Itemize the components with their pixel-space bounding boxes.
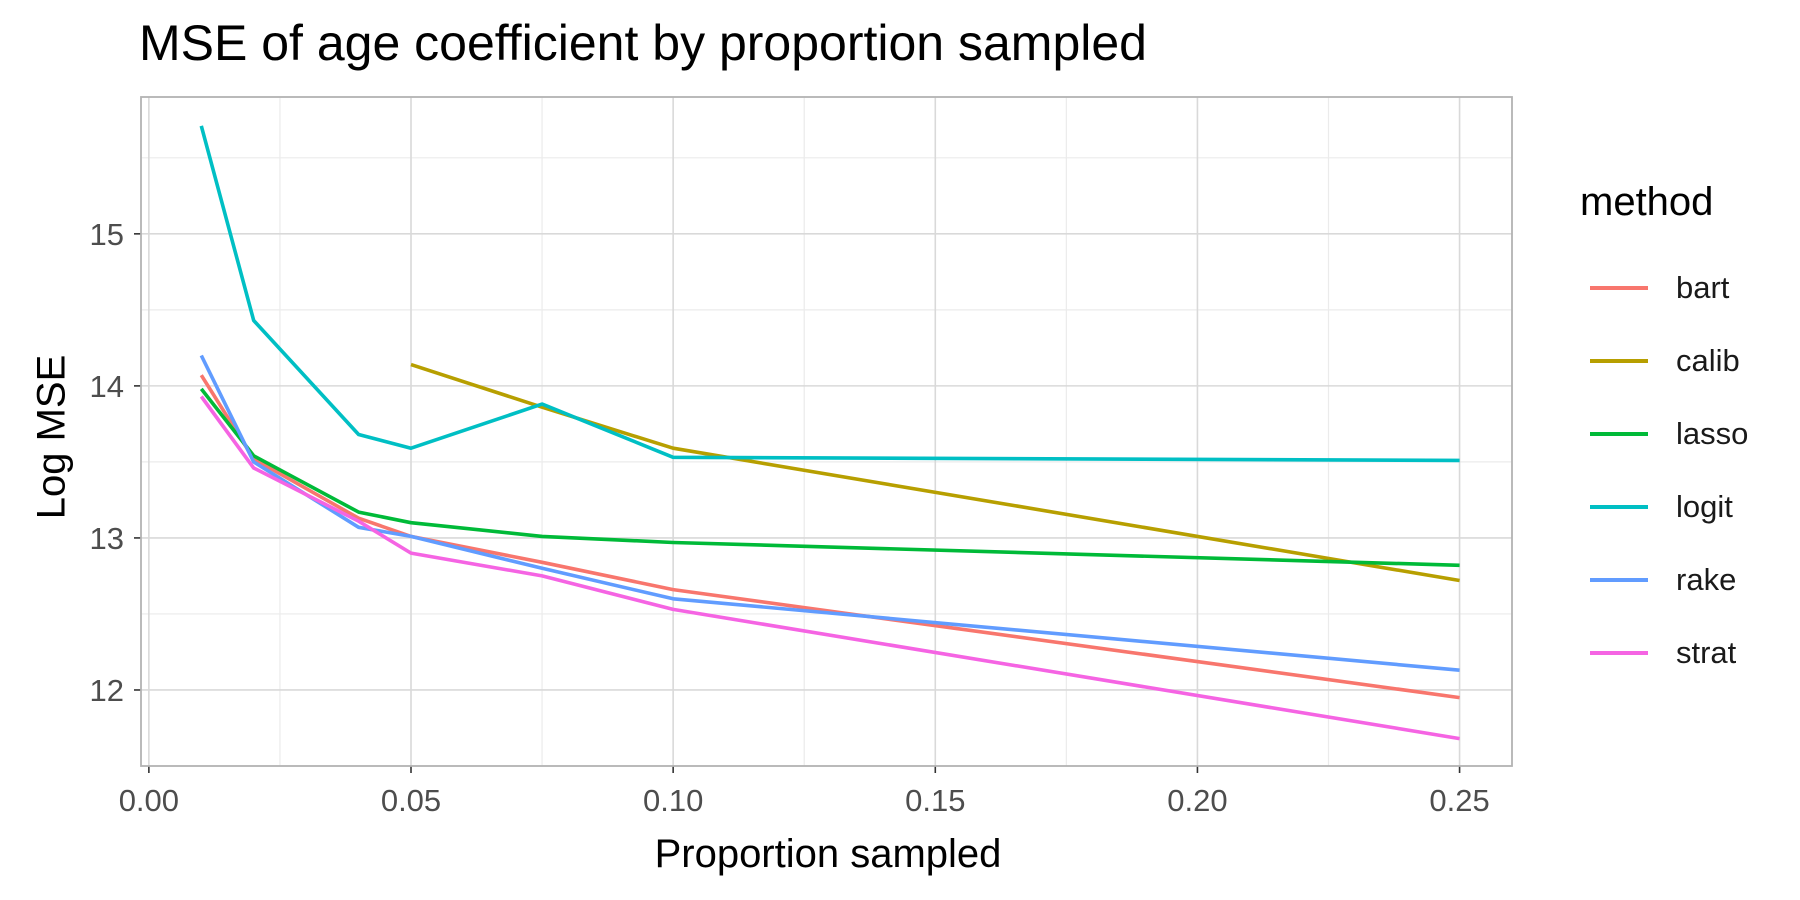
legend-key-calib xyxy=(1590,358,1648,363)
chart-title: MSE of age coefficient by proportion sam… xyxy=(139,15,1147,71)
y-tick-label: 15 xyxy=(90,217,124,252)
legend-item-lasso: lasso xyxy=(1580,397,1748,470)
legend-item-strat: strat xyxy=(1580,616,1748,689)
panel-border xyxy=(140,96,1513,767)
y-axis-label: Log MSE xyxy=(29,354,74,520)
legend-label-logit: logit xyxy=(1676,488,1733,524)
legend-label-calib: calib xyxy=(1676,342,1740,378)
legend-key-rake xyxy=(1590,577,1648,582)
legend-title: method xyxy=(1580,180,1714,224)
legend-item-logit: logit xyxy=(1580,470,1748,543)
y-tick-label: 12 xyxy=(90,673,124,708)
legend-label-rake: rake xyxy=(1676,561,1737,597)
series-line-bart xyxy=(199,374,1460,700)
legend-key-strat xyxy=(1590,650,1648,655)
x-tick-label: 0.00 xyxy=(119,783,179,818)
legend-key-bart xyxy=(1590,285,1648,290)
x-tick-label: 0.20 xyxy=(1167,783,1227,818)
legend-items: bart calib lasso logit rake strat xyxy=(1580,251,1748,689)
series-line-calib xyxy=(410,362,1460,583)
series-line-logit xyxy=(199,125,1460,463)
series-line-strat xyxy=(199,395,1460,741)
y-tick-label: 14 xyxy=(90,369,124,404)
y-tick-label: 13 xyxy=(90,521,124,556)
legend: method bart calib lasso logit rake strat xyxy=(1580,180,1748,689)
x-tick-label: 0.10 xyxy=(643,783,703,818)
legend-label-lasso: lasso xyxy=(1676,415,1749,451)
x-tick-label: 0.25 xyxy=(1429,783,1489,818)
x-tick-label: 0.15 xyxy=(905,783,965,818)
legend-item-rake: rake xyxy=(1580,543,1748,616)
series-line-rake xyxy=(199,354,1460,672)
legend-item-bart: bart xyxy=(1580,251,1748,324)
series-line-lasso xyxy=(199,387,1460,568)
legend-label-bart: bart xyxy=(1676,269,1730,305)
x-tick-label: 0.05 xyxy=(381,783,441,818)
legend-key-lasso xyxy=(1590,431,1648,436)
legend-label-strat: strat xyxy=(1676,634,1737,670)
x-axis-label: Proportion sampled xyxy=(654,832,1002,876)
legend-key-logit xyxy=(1590,504,1648,509)
legend-item-calib: calib xyxy=(1580,324,1748,397)
